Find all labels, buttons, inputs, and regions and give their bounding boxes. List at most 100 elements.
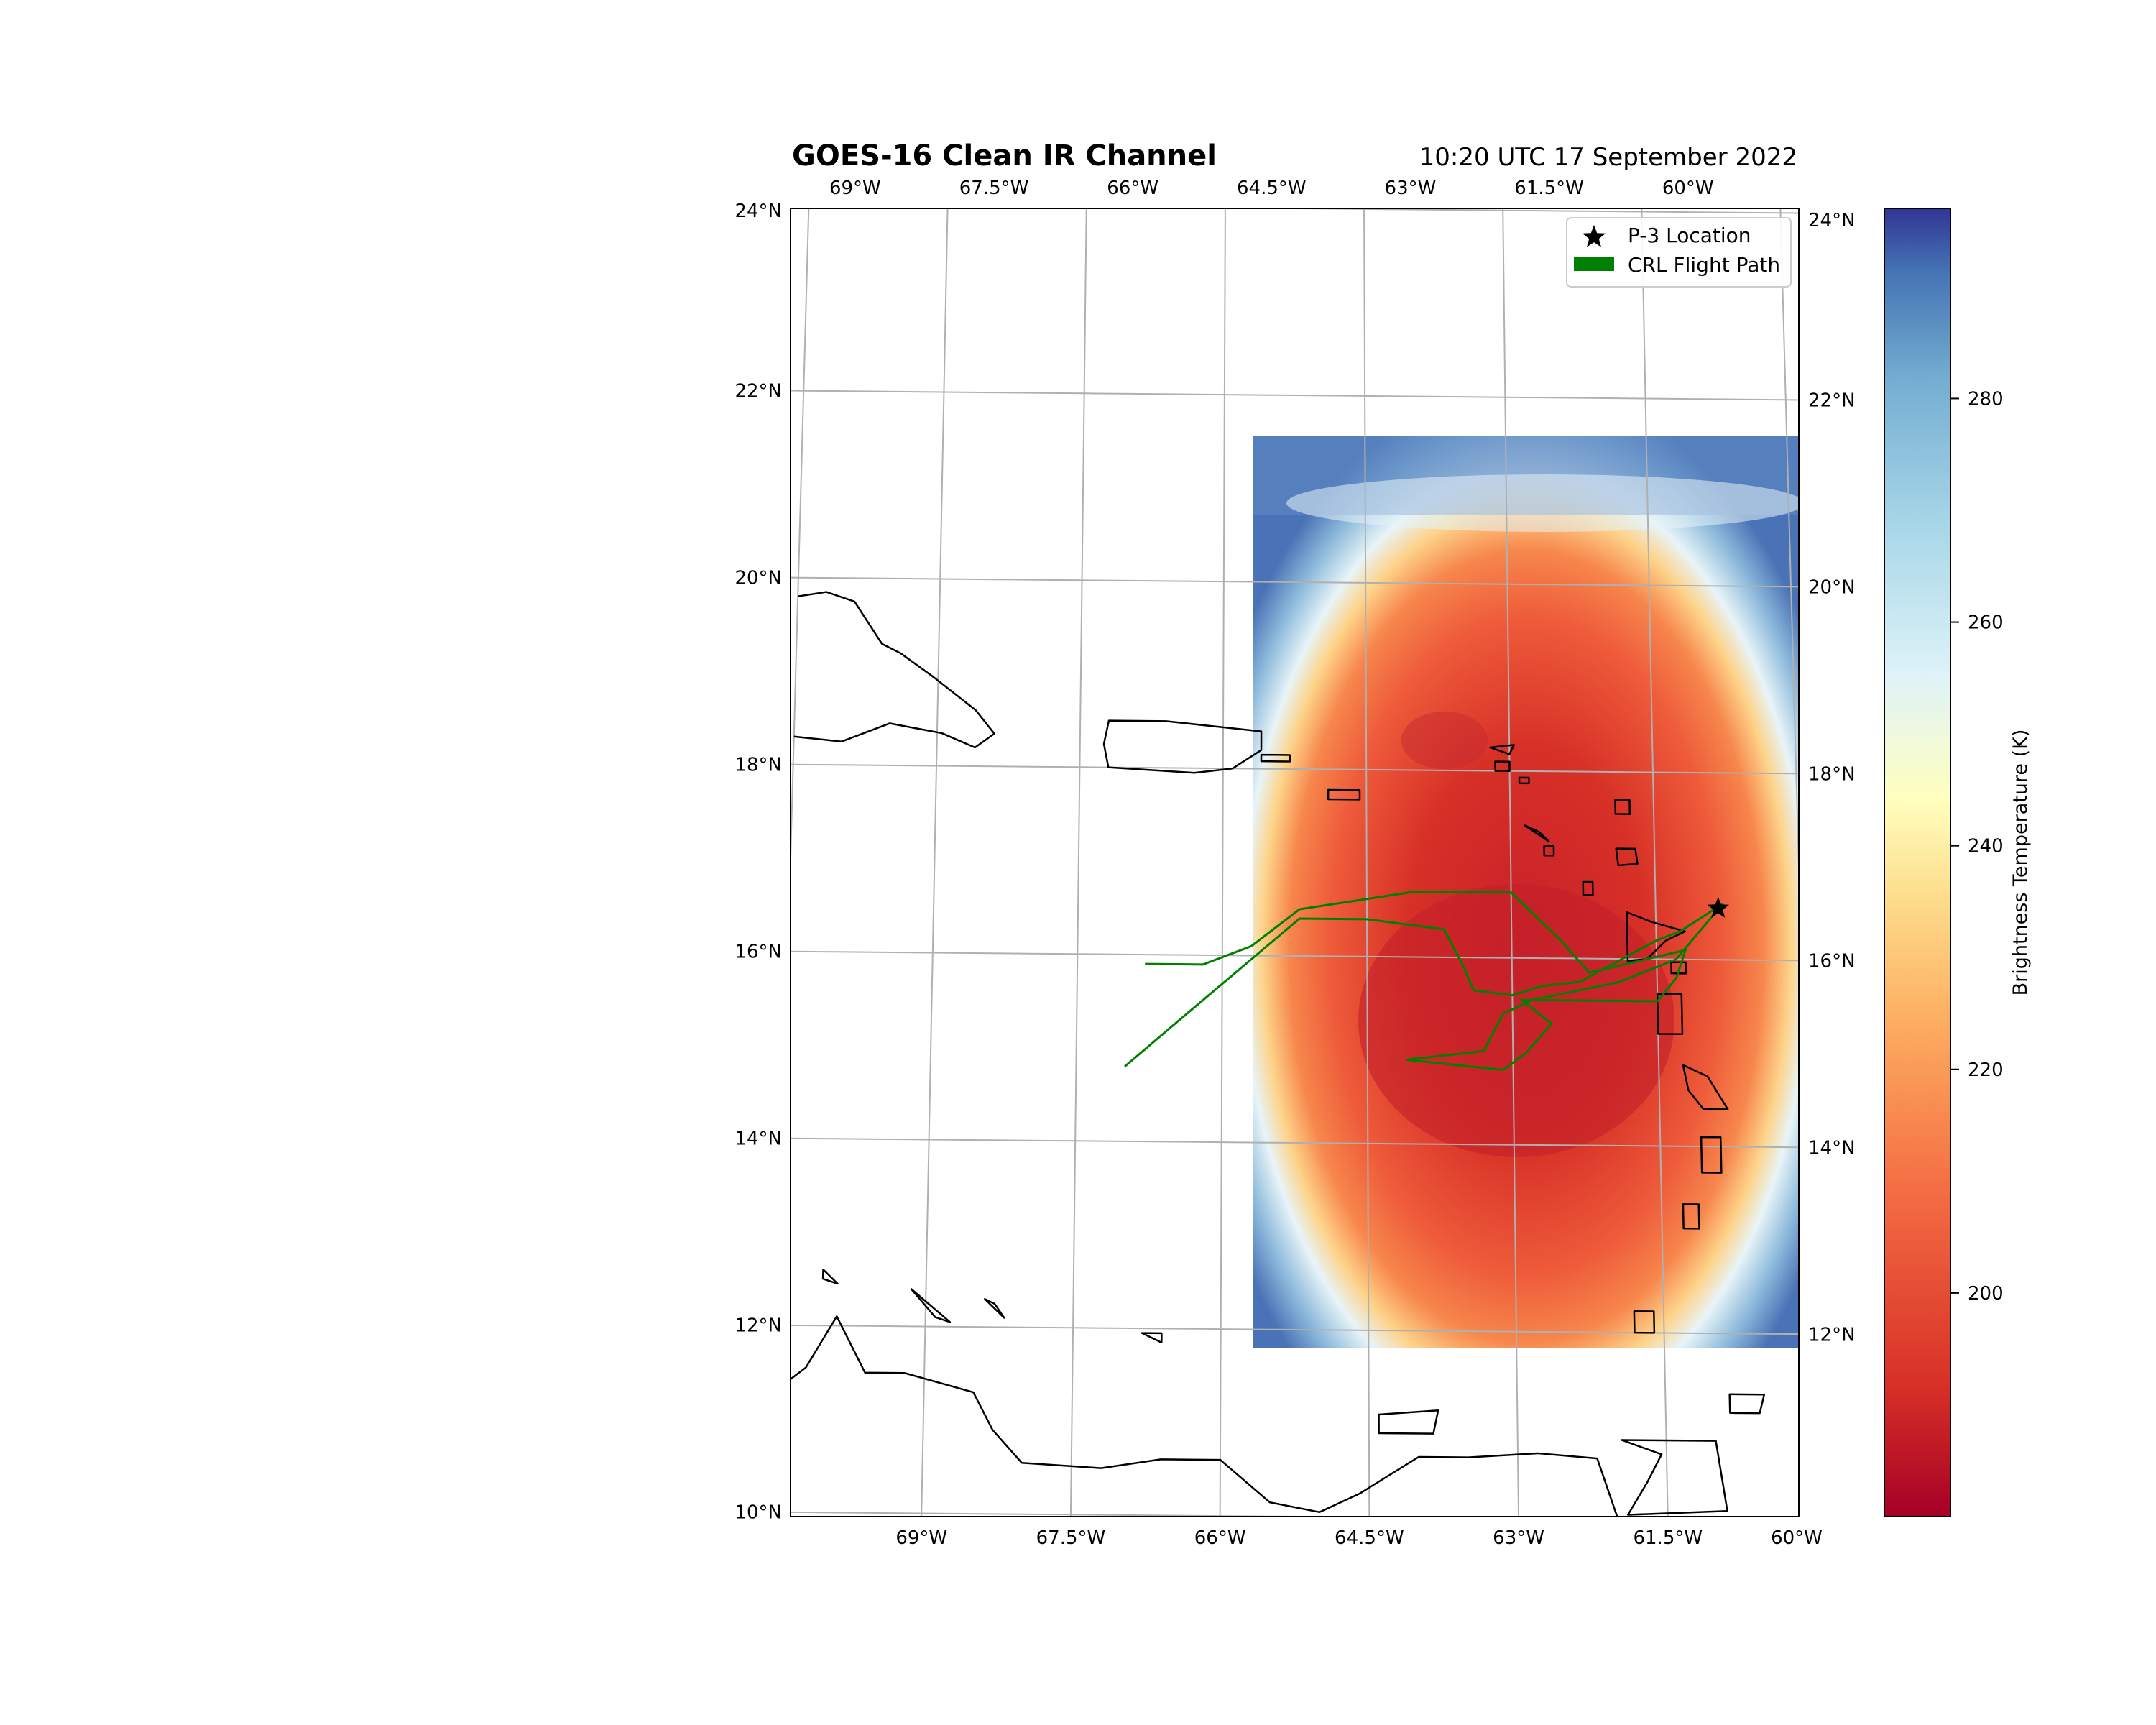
deep-convection-core <box>1358 884 1674 1157</box>
guadeloupe-coastline <box>1626 911 1686 962</box>
lat-tick-label: 10°N <box>734 1502 782 1524</box>
lat-tick-label: 12°N <box>1808 1324 1856 1346</box>
lon-tick-label: 64.5°W <box>1335 1527 1404 1549</box>
latitude-labels-right: 24°N 22°N 20°N 18°N 16°N 14°N 12°N <box>1808 210 1856 1346</box>
lon-tick-label: 67.5°W <box>1036 1527 1106 1549</box>
tobago-coastline <box>1728 1393 1766 1414</box>
dominica-coastline <box>1656 993 1684 1036</box>
lon-tick-label: 63°W <box>1493 1527 1544 1549</box>
cirrus-band <box>1286 474 1799 532</box>
satellite-ir-image <box>1253 436 1799 1348</box>
legend-label-p3: P-3 Location <box>1628 224 1751 247</box>
colorbar: 200 220 240 260 280 Brightness Temperature (… <box>1884 208 2032 1517</box>
colorbar-label: Brightness Temperature (K) <box>2009 730 2032 996</box>
trinidad-coastline <box>1621 1439 1728 1516</box>
green-patch-icon <box>1574 257 1614 271</box>
lon-tick-label: 64.5°W <box>1237 178 1307 199</box>
lat-tick-label: 24°N <box>1808 210 1856 231</box>
star-marker-icon <box>1582 225 1606 247</box>
nevis-coastline <box>1543 845 1555 857</box>
lon-tick-label: 66°W <box>1107 178 1158 199</box>
lat-tick-label: 18°N <box>1808 763 1856 785</box>
longitude-labels-bottom: 69°W 67.5°W 66°W 64.5°W 63°W 61.5°W 60°W <box>895 1527 1823 1549</box>
colorbar-tick-label: 280 <box>1968 388 2004 410</box>
colorbar-tick-label: 240 <box>1968 836 2004 857</box>
lat-tick-label: 20°N <box>1808 576 1856 598</box>
colorbar-tick-label: 220 <box>1968 1059 2004 1081</box>
colorbar-tick-label: 200 <box>1968 1283 2004 1305</box>
venezuela-coastline <box>791 1315 1618 1517</box>
parallel-line <box>791 1511 1378 1517</box>
parallel-line <box>791 763 1799 775</box>
grenada-coastline <box>1633 1310 1656 1334</box>
meridian-line <box>1502 208 1520 1517</box>
st-croix-coastline <box>1327 788 1361 801</box>
figure-title: GOES-16 Clean IR Channel <box>792 139 1217 172</box>
barbuda-coastline <box>1614 799 1631 815</box>
lat-tick-label: 14°N <box>1808 1137 1856 1159</box>
lat-tick-label: 20°N <box>734 568 782 589</box>
lat-tick-label: 18°N <box>734 755 782 776</box>
coastlines <box>791 591 1866 1517</box>
curacao-coastline <box>910 1288 952 1323</box>
latitude-labels-left: 24°N 22°N 20°N 18°N 16°N 14°N 12°N 10°N <box>734 201 782 1524</box>
legend: P-3 Location CRL Flight Path <box>1566 217 1792 288</box>
lon-tick-label: 69°W <box>829 178 881 199</box>
meridian-line <box>1779 208 1799 893</box>
antigua-coastline <box>1615 847 1639 867</box>
longitude-labels-top: 69°W 67.5°W 66°W 64.5°W 63°W 61.5°W 60°W <box>829 178 1714 199</box>
lat-tick-label: 22°N <box>734 381 782 402</box>
parallel-line <box>791 1324 1799 1335</box>
st-martin-coastline <box>1494 760 1511 772</box>
anguilla-coastline <box>1489 744 1516 755</box>
lon-tick-label: 61.5°W <box>1514 178 1584 199</box>
st-kitts-coastline <box>1524 824 1550 842</box>
lat-tick-label: 24°N <box>734 201 782 222</box>
lat-tick-label: 16°N <box>1808 950 1856 972</box>
st-lucia-coastline <box>1700 1136 1723 1174</box>
lat-tick-label: 12°N <box>734 1315 782 1337</box>
crl-flight-path <box>1124 890 1724 1072</box>
lon-tick-label: 60°W <box>1771 1527 1823 1549</box>
hispaniola-coastline <box>793 591 995 749</box>
lon-tick-label: 67.5°W <box>959 178 1029 199</box>
meridian-line <box>1363 208 1370 1517</box>
lat-tick-label: 16°N <box>734 942 782 963</box>
montserrat-coastline <box>1582 880 1594 896</box>
parallel-line <box>791 390 1799 401</box>
meridian-line <box>1641 208 1669 1517</box>
lon-tick-label: 60°W <box>1662 178 1714 199</box>
figure-subtitle: 10:20 UTC 17 September 2022 <box>1419 143 1797 172</box>
lat-tick-label: 14°N <box>734 1128 782 1150</box>
puerto-rico-coastline <box>1102 719 1263 774</box>
st-barths-coastline <box>1518 776 1530 785</box>
bonaire-coastline <box>984 1297 1005 1319</box>
lon-tick-label: 63°W <box>1385 178 1437 199</box>
colorbar-tick-label: 260 <box>1968 612 2004 634</box>
colorbar-ticks: 200 220 240 260 280 <box>1950 388 2004 1305</box>
margarita-coastline <box>1378 1409 1439 1435</box>
meridian-line <box>1219 208 1226 1517</box>
st-vincent-coastline <box>1682 1203 1700 1230</box>
vieques-coastline <box>1260 753 1291 763</box>
martinique-coastline <box>1682 1064 1729 1110</box>
aruba-coastline <box>821 1268 839 1285</box>
parallel-line <box>791 950 1799 962</box>
parallel-line <box>1217 208 1799 214</box>
meridian-line <box>921 208 949 1517</box>
lat-tick-label: 22°N <box>1808 390 1856 411</box>
meridian-line <box>791 208 810 884</box>
convection-cell <box>1401 712 1488 769</box>
los-roques-coastline <box>1141 1332 1163 1344</box>
meridian-line <box>1069 208 1087 1517</box>
map-area <box>791 208 1866 1517</box>
p3-location-star-icon <box>1707 896 1729 918</box>
lon-tick-label: 69°W <box>895 1527 947 1549</box>
lon-tick-label: 61.5°W <box>1633 1527 1703 1549</box>
parallel-line <box>791 576 1799 588</box>
lon-tick-label: 66°W <box>1194 1527 1246 1549</box>
map-frame <box>790 208 1800 1517</box>
legend-label-flight: CRL Flight Path <box>1628 253 1780 277</box>
barbados-coastline <box>1843 1210 1866 1237</box>
